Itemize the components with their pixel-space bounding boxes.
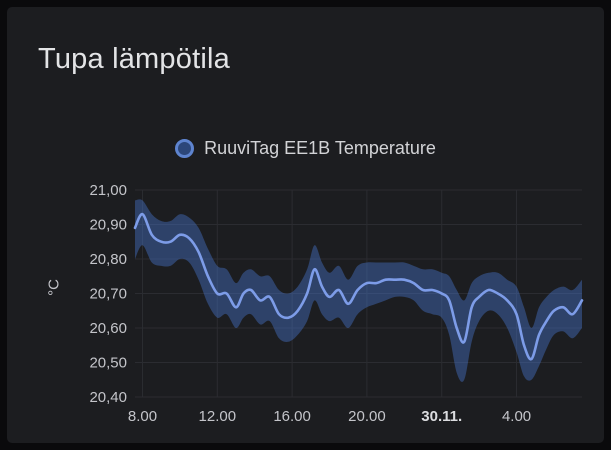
legend: RuuviTag EE1B Temperature: [7, 138, 604, 159]
y-tick-label: 21,00: [89, 182, 127, 199]
y-tick-label: 20,40: [89, 389, 127, 406]
chart-area: 21,00 20,90 20,80 20,70 20,60 20,50 20,40 8.00 1…: [70, 178, 592, 432]
x-tick-label: 16.00: [273, 408, 311, 425]
x-tick-label: 20.00: [348, 408, 386, 425]
panel-title: Tupa lämpötila: [38, 43, 230, 75]
chart-plot[interactable]: 21,00 20,90 20,80 20,70 20,60 20,50 20,408.00 1…: [70, 178, 592, 432]
y-tick-label: 20,80: [89, 251, 127, 268]
chart-panel: Tupa lämpötila RuuviTag EE1B Temperature…: [7, 7, 604, 443]
y-tick-label: 20,50: [89, 355, 127, 372]
x-tick-label: 4.00: [502, 408, 531, 425]
y-tick-label: 20,70: [89, 286, 127, 303]
x-tick-label: 30.11.: [421, 408, 462, 425]
series-mean-line: [133, 212, 584, 361]
y-axis-unit-label: °C: [45, 279, 63, 296]
y-tick-label: 20,90: [89, 217, 127, 234]
y-tick-label: 20,60: [89, 320, 127, 337]
legend-series-label: RuuviTag EE1B Temperature: [204, 138, 436, 158]
series-circle-icon: [175, 139, 195, 158]
x-tick-label: 8.00: [128, 408, 157, 425]
legend-item[interactable]: RuuviTag EE1B Temperature: [175, 138, 436, 159]
x-tick-label: 12.00: [199, 408, 237, 425]
